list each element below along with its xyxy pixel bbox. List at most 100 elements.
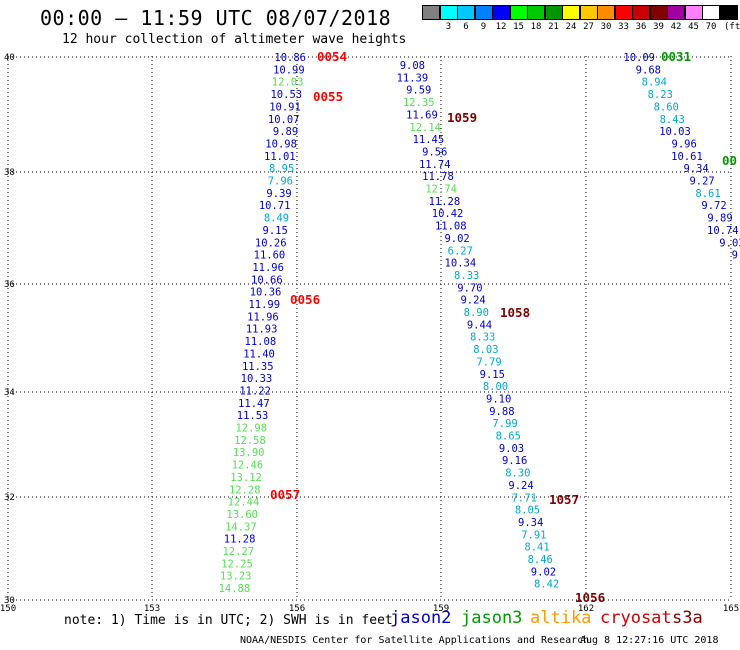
wave-height-value: 10.26 [255,237,287,249]
scale-label: 33 [618,22,629,32]
wave-height-value: 10.42 [432,208,464,220]
wave-height-value: 8.41 [524,542,549,554]
wave-height-value: 11.22 [239,385,271,397]
satellite-legend-altika: altika [530,608,592,628]
wave-height-value: 8.42 [534,579,559,591]
wave-height-value: 12.44 [228,497,260,509]
wave-height-value: 9.15 [263,225,288,237]
wave-height-value: 10.86 [274,52,306,64]
scale-label: 70 [705,22,717,32]
scale-label: 30 [600,22,612,32]
scale-label: 24 [565,22,577,32]
wave-height-value: 11.96 [252,262,284,274]
wave-height-value: 12.03 [272,77,304,89]
wave-height-value: 12.46 [232,460,264,472]
wave-height-value: 9.3 [732,250,740,262]
lat-tick-label: 32 [4,493,15,503]
wave-height-value: 10.91 [269,101,301,113]
wave-height-value: 9.02 [444,233,469,245]
wave-height-value: 9.08 [400,60,425,72]
wave-height-value: 7.99 [492,418,517,430]
wave-height-value: 9.56 [422,146,447,158]
scale-label: 45 [688,22,699,32]
scale-label: 15 [513,22,524,32]
satellite-legend-s3a: s3a [672,608,703,628]
wave-height-value: 14.37 [225,521,257,533]
wave-height-value: 13.90 [233,447,265,459]
wave-height-value: 10.99 [273,64,305,76]
wave-height-value: 11.39 [397,72,429,84]
footer-note: note: 1) Time is in UTC; 2) SWH is in fe… [64,613,393,628]
wave-height-value: 9.70 [457,282,482,294]
wave-height-value: 12.74 [425,184,457,196]
wave-height-value: 9.89 [273,126,298,138]
scale-label: 18 [530,22,542,32]
scale-label: 9 [480,22,487,32]
wave-height-value: 7.71 [512,492,537,504]
wave-height-value: 9.15 [480,369,505,381]
wave-height-value: 10.66 [251,274,283,286]
wave-height-value: 10.07 [268,114,300,126]
wave-height-value: 9.24 [460,295,485,307]
wave-height-value: 9.68 [636,64,661,76]
wave-height-value: 9.03 [499,443,524,455]
wave-height-value: 12.58 [234,435,266,447]
wave-height-value: 8.00 [483,381,508,393]
scale-unit-label: (ft) [724,22,740,32]
wave-height-value: 11.96 [247,311,279,323]
satellite-legend-jason2: jason2 [390,608,452,628]
scale-label: 36 [635,22,647,32]
wave-height-value: 10.34 [445,258,477,270]
wave-height-value: 11.40 [243,348,275,360]
lon-tick-label: 165 [723,604,739,614]
wave-height-value: 12.28 [229,484,261,496]
lon-tick-label: 162 [578,604,594,614]
wave-height-value: 6.27 [448,245,473,257]
wave-height-value: 10.61 [671,151,703,163]
wave-height-value: 14.88 [219,583,251,595]
wave-height-value: 9.59 [406,85,431,97]
lat-tick-label: 38 [4,168,15,178]
lat-tick-label: 40 [4,53,15,63]
wave-height-value: 11.28 [429,196,461,208]
wave-height-value: 10.03 [659,126,691,138]
wave-height-value: 11.28 [224,534,256,546]
wave-height-value: 9.03 [719,237,740,249]
pass-time-label: 0057 [270,487,300,502]
wave-height-value: 9.96 [672,138,697,150]
lon-tick-label: 156 [289,604,305,614]
wave-height-value: 9.89 [707,213,732,225]
wave-height-value: 13.60 [226,509,258,521]
wave-height-value: 10.53 [270,89,302,101]
satellite-legend-jason3: jason3 [461,608,523,628]
pass-time-label: 0031 [661,49,691,64]
scale-swatch [719,5,738,20]
wave-height-value: 11.35 [242,361,274,373]
wave-height-value: 9.34 [518,517,543,529]
page-subtitle: 12 hour collection of altimeter wave hei… [62,32,407,47]
wave-height-value: 10.71 [259,200,291,212]
pass-time-label: 1059 [447,110,477,125]
scale-label: 42 [670,22,682,32]
wave-height-value: 12.27 [222,546,254,558]
lat-tick-label: 34 [4,388,15,398]
pass-time-label: 0054 [317,49,347,64]
wave-height-value: 8.49 [264,213,289,225]
wave-height-value: 9.02 [531,566,556,578]
wave-height-value: 11.47 [238,398,270,410]
pass-time-label: 1056 [575,590,605,605]
pass-time-label: 0055 [313,89,343,104]
pass-time-label: 1058 [500,305,530,320]
footer-timestamp: Aug 8 12:27:16 UTC 2018 [580,635,719,646]
pass-time-label: 0056 [290,292,320,307]
wave-height-value: 9.39 [266,188,291,200]
wave-height-value: 10.74 [707,225,739,237]
wave-height-value: 8.05 [515,505,540,517]
lon-tick-label: 150 [0,604,16,614]
wave-height-value: 11.93 [246,324,278,336]
wave-height-value: 11.08 [435,221,467,233]
wave-height-value: 9.24 [508,480,533,492]
scale-label: 27 [583,22,594,32]
wave-height-value: 9.44 [467,319,492,331]
